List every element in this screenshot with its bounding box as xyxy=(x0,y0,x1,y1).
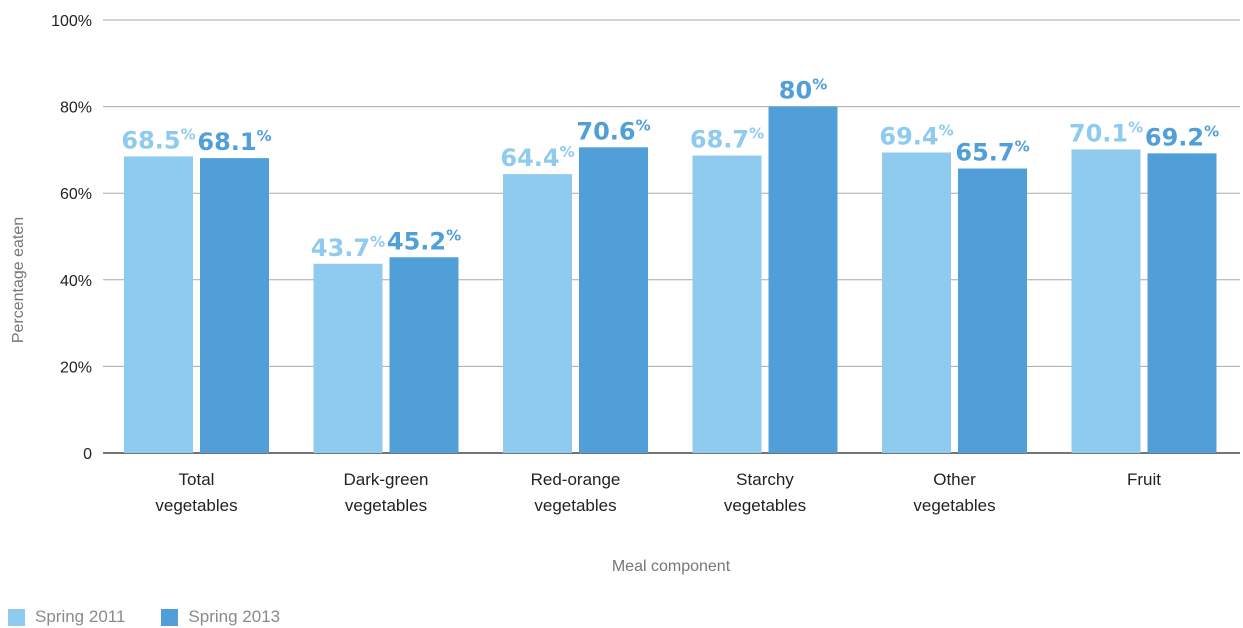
data-label: 68.1% xyxy=(197,127,271,156)
legend-item-spring-2013: Spring 2013 xyxy=(161,607,280,627)
data-label-unit: % xyxy=(257,127,272,145)
legend-swatch-spring-2011 xyxy=(8,608,25,626)
data-label-unit: % xyxy=(636,116,651,134)
bar xyxy=(503,174,572,453)
gridlines xyxy=(103,19,1240,454)
y-axis-title: Percentage eaten xyxy=(10,217,27,343)
data-label-unit: % xyxy=(1128,118,1143,136)
bar xyxy=(1071,149,1141,454)
bar xyxy=(768,106,838,453)
legend-swatch-spring-2013 xyxy=(161,608,179,626)
data-label-unit: % xyxy=(370,233,385,251)
x-category-label: Dark-green xyxy=(343,470,428,489)
value-labels: 68.5% 68.1%43.7% 45.2%64.4%70.6%68.7%80%69… xyxy=(121,76,1219,262)
data-label: 64.4% xyxy=(500,143,574,172)
legend: Spring 2011 Spring 2013 xyxy=(8,607,280,627)
y-tick-label: 20% xyxy=(60,359,92,376)
legend-label-spring-2011: Spring 2011 xyxy=(35,607,126,626)
data-label-unit: % xyxy=(1015,138,1030,156)
data-label-unit: % xyxy=(446,226,461,244)
bars xyxy=(124,106,1217,454)
y-tick-label: 40% xyxy=(60,273,92,290)
x-axis-title: Meal component xyxy=(612,558,731,575)
data-label: 43.7% xyxy=(311,233,385,262)
data-label-value: 68.1 xyxy=(197,128,256,156)
x-category-label: vegetables xyxy=(724,496,806,515)
x-category-label: vegetables xyxy=(913,496,995,515)
data-label: 65.7% xyxy=(955,138,1029,167)
data-label-value: 70.6 xyxy=(576,117,635,145)
x-category-label: vegetables xyxy=(155,496,237,515)
bar-chart: 020%40%60%80%100% 68.5% 68.1%43.7% 45.2%64… xyxy=(10,13,1240,575)
bar xyxy=(579,147,648,453)
bar xyxy=(692,155,762,454)
x-axis-category-labels: Total vegetables Dark-green vegetables Red-o… xyxy=(155,470,1161,515)
data-label-value: 68.5 xyxy=(121,126,180,154)
bar xyxy=(958,168,1027,454)
legend-item-spring-2011: Spring 2011 xyxy=(8,607,125,627)
data-label: 68.7% xyxy=(690,125,764,154)
data-label-value: 69.2 xyxy=(1145,123,1204,151)
data-label: 80% xyxy=(779,76,827,105)
x-category-label: Red-orange xyxy=(531,470,621,489)
data-label: 70.1% xyxy=(1069,118,1143,147)
y-tick-label: 100% xyxy=(51,13,92,30)
bar xyxy=(1147,153,1217,453)
data-label-unit: % xyxy=(181,125,196,143)
bar xyxy=(313,263,383,453)
y-axis-ticks: 0 20% 40% 60% 80% 100% xyxy=(51,13,92,463)
y-tick-label: 0 xyxy=(83,446,92,463)
data-label-value: 65.7 xyxy=(955,139,1014,167)
data-label-value: 80 xyxy=(779,77,812,105)
data-label: 69.4% xyxy=(879,121,953,150)
data-label: 69.2% xyxy=(1145,122,1219,151)
legend-label-spring-2013: Spring 2013 xyxy=(188,607,281,626)
data-label-unit: % xyxy=(812,76,827,94)
data-label-value: 68.7 xyxy=(690,126,749,154)
x-category-label: vegetables xyxy=(534,496,616,515)
data-label-value: 64.4 xyxy=(500,144,559,172)
x-category-label: Other xyxy=(933,470,976,489)
data-label-unit: % xyxy=(749,125,764,143)
data-label-value: 43.7 xyxy=(311,234,370,262)
bar xyxy=(124,156,193,453)
y-tick-label: 80% xyxy=(60,100,92,117)
bar xyxy=(389,257,459,453)
bar xyxy=(200,158,269,453)
data-label-value: 70.1 xyxy=(1069,119,1128,147)
data-label-unit: % xyxy=(560,143,575,161)
x-category-label: Starchy xyxy=(736,470,794,489)
data-label-value: 69.4 xyxy=(879,122,938,150)
data-label-unit: % xyxy=(939,121,954,139)
data-label: 45.2% xyxy=(387,226,461,255)
data-label: 70.6% xyxy=(576,116,650,145)
x-category-label: Total xyxy=(179,470,215,489)
x-category-label: vegetables xyxy=(345,496,427,515)
data-label: 68.5% xyxy=(121,125,195,154)
y-tick-label: 60% xyxy=(60,186,92,203)
bar xyxy=(882,152,951,454)
data-label-unit: % xyxy=(1204,122,1219,140)
x-category-label: Fruit xyxy=(1127,470,1161,489)
data-label-value: 45.2 xyxy=(387,227,446,255)
